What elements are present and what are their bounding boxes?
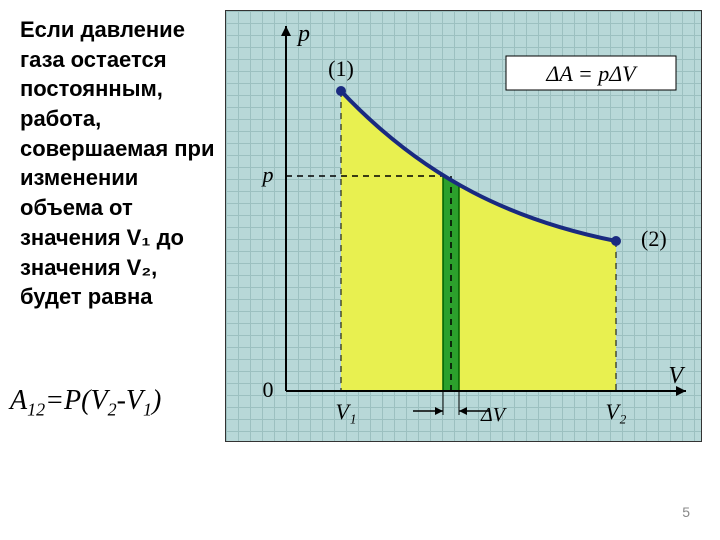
pv-diagram: p V 0 p (1) (2) V₁ V₂ ΔV ΔA = pΔV (225, 10, 702, 442)
svg-text:(1): (1) (328, 56, 354, 81)
svg-text:V₁: V₁ (335, 399, 356, 424)
svg-text:V: V (668, 363, 685, 389)
formula-V2: V (90, 385, 107, 416)
svg-text:ΔA = pΔV: ΔA = pΔV (545, 61, 638, 86)
formula-A-sub: 12 (27, 400, 45, 420)
formula-P: P (64, 385, 81, 416)
formula-V2-sub: 2 (108, 400, 117, 420)
formula-A: A (10, 385, 27, 416)
formula: A12=P(V2-V1) (10, 385, 161, 421)
formula-eq: = (45, 385, 64, 416)
svg-text:(2): (2) (641, 226, 667, 251)
svg-text:V₂: V₂ (605, 399, 626, 424)
page-number: 5 (682, 504, 690, 520)
svg-text:0: 0 (263, 377, 274, 402)
formula-V1: V (126, 385, 143, 416)
formula-minus: - (117, 385, 126, 416)
svg-text:p: p (296, 21, 310, 47)
formula-V1-sub: 1 (143, 400, 152, 420)
description-text: Если давление газа остается постоянным, … (20, 15, 220, 312)
svg-text:p: p (261, 162, 274, 187)
svg-text:ΔV: ΔV (480, 404, 508, 426)
formula-close: ) (152, 385, 161, 416)
chart-svg: p V 0 p (1) (2) V₁ V₂ ΔV ΔA = pΔV (226, 11, 701, 441)
